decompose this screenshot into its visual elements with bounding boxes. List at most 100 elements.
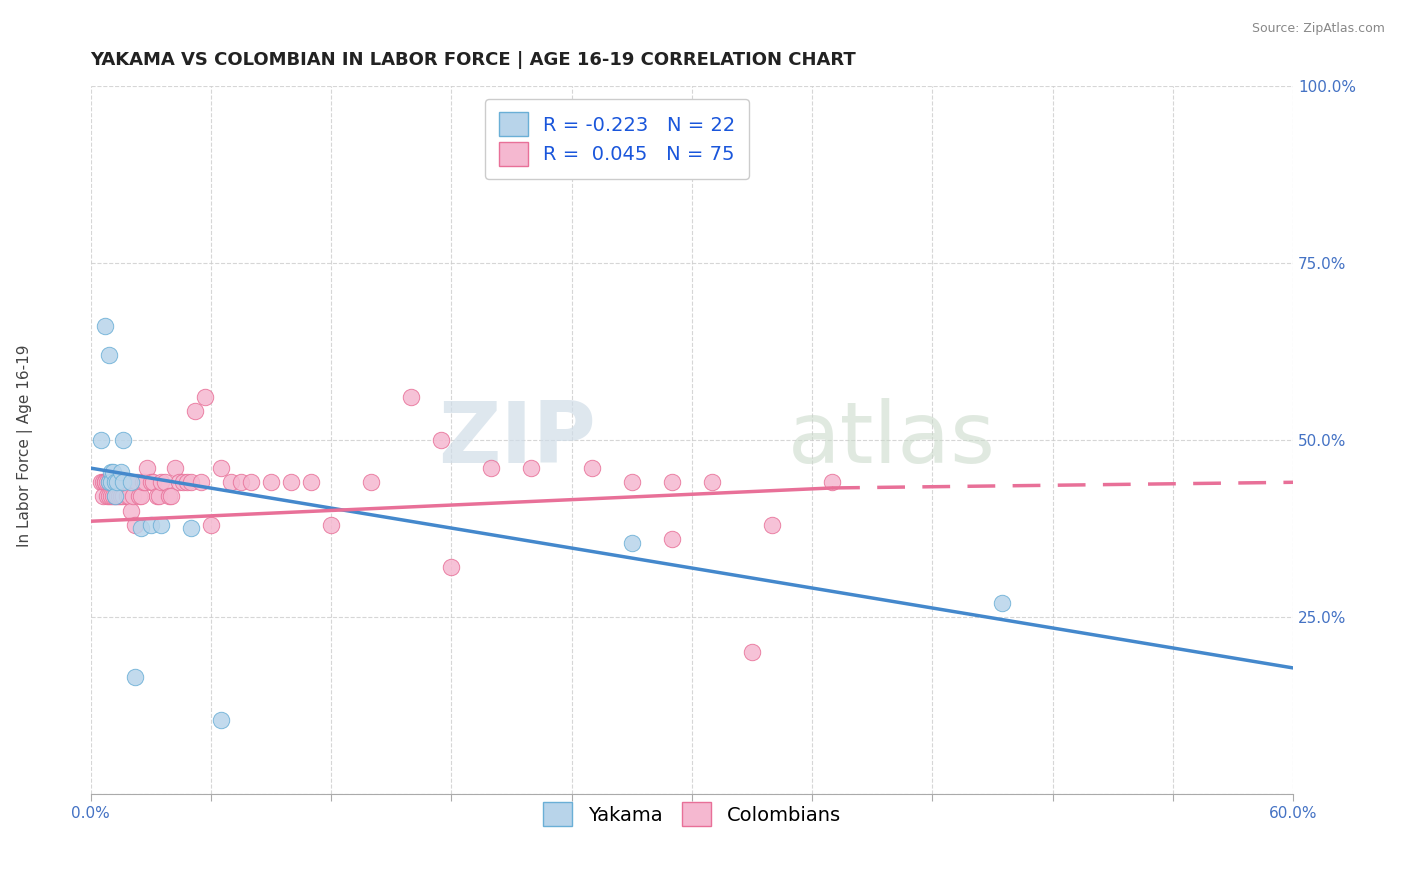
Point — [172, 475, 194, 490]
Text: YAKAMA VS COLOMBIAN IN LABOR FORCE | AGE 16-19 CORRELATION CHART: YAKAMA VS COLOMBIAN IN LABOR FORCE | AGE… — [90, 51, 856, 69]
Point — [100, 475, 122, 490]
Point — [430, 433, 453, 447]
Point — [90, 433, 112, 447]
Point — [124, 517, 146, 532]
Point — [176, 475, 198, 490]
Point — [761, 517, 783, 532]
Point — [163, 461, 186, 475]
Point — [115, 475, 138, 490]
Point — [101, 465, 124, 479]
Point — [90, 475, 112, 490]
Point — [139, 475, 162, 490]
Text: In Labor Force | Age 16-19: In Labor Force | Age 16-19 — [17, 344, 34, 548]
Point — [96, 475, 118, 490]
Point — [125, 475, 148, 490]
Point — [157, 490, 180, 504]
Point — [167, 475, 190, 490]
Point — [129, 521, 152, 535]
Point — [135, 461, 157, 475]
Point — [741, 645, 763, 659]
Point — [180, 475, 202, 490]
Point — [153, 475, 176, 490]
Point — [219, 475, 242, 490]
Point — [148, 490, 170, 504]
Point — [111, 475, 134, 490]
Point — [260, 475, 283, 490]
Point — [110, 490, 132, 504]
Point — [104, 475, 127, 490]
Point — [399, 390, 422, 404]
Point — [700, 475, 723, 490]
Point — [97, 475, 120, 490]
Point — [93, 475, 115, 490]
Point — [991, 596, 1014, 610]
Point — [149, 517, 172, 532]
Point — [581, 461, 603, 475]
Point — [100, 465, 122, 479]
Point — [821, 475, 844, 490]
Point — [110, 475, 132, 490]
Point — [104, 490, 127, 504]
Point — [190, 475, 212, 490]
Point — [299, 475, 322, 490]
Point — [120, 503, 142, 517]
Text: Source: ZipAtlas.com: Source: ZipAtlas.com — [1251, 22, 1385, 36]
Point — [111, 433, 134, 447]
Point — [440, 560, 463, 574]
Point — [107, 475, 129, 490]
Point — [145, 490, 167, 504]
Point — [93, 319, 115, 334]
Point — [132, 475, 155, 490]
Point — [661, 475, 683, 490]
Point — [661, 532, 683, 546]
Point — [184, 404, 207, 418]
Point — [101, 490, 124, 504]
Point — [105, 475, 128, 490]
Point — [118, 490, 141, 504]
Point — [319, 517, 342, 532]
Text: ZIP: ZIP — [437, 399, 596, 482]
Point — [100, 490, 122, 504]
Point — [229, 475, 252, 490]
Point — [142, 475, 165, 490]
Point — [239, 475, 262, 490]
Point — [105, 475, 128, 490]
Point — [105, 490, 128, 504]
Point — [194, 390, 217, 404]
Point — [120, 475, 142, 490]
Point — [97, 348, 120, 362]
Point — [200, 517, 222, 532]
Point — [180, 521, 202, 535]
Point — [128, 490, 150, 504]
Point — [104, 490, 127, 504]
Point — [96, 490, 118, 504]
Point — [97, 475, 120, 490]
Point — [111, 490, 134, 504]
Point — [115, 490, 138, 504]
Point — [114, 475, 136, 490]
Point — [93, 475, 115, 490]
Point — [97, 490, 120, 504]
Point — [121, 490, 143, 504]
Legend: Yakama, Colombians: Yakama, Colombians — [536, 795, 848, 834]
Point — [91, 490, 114, 504]
Text: atlas: atlas — [787, 399, 995, 482]
Point — [139, 517, 162, 532]
Point — [209, 461, 232, 475]
Point — [129, 490, 152, 504]
Point — [620, 535, 643, 549]
Point — [100, 475, 122, 490]
Point — [111, 475, 134, 490]
Point — [134, 475, 156, 490]
Point — [110, 465, 132, 479]
Point — [159, 490, 181, 504]
Point — [209, 713, 232, 727]
Point — [149, 475, 172, 490]
Point — [124, 670, 146, 684]
Point — [360, 475, 382, 490]
Point — [620, 475, 643, 490]
Point — [481, 461, 503, 475]
Point — [104, 475, 127, 490]
Point — [101, 475, 124, 490]
Point — [520, 461, 543, 475]
